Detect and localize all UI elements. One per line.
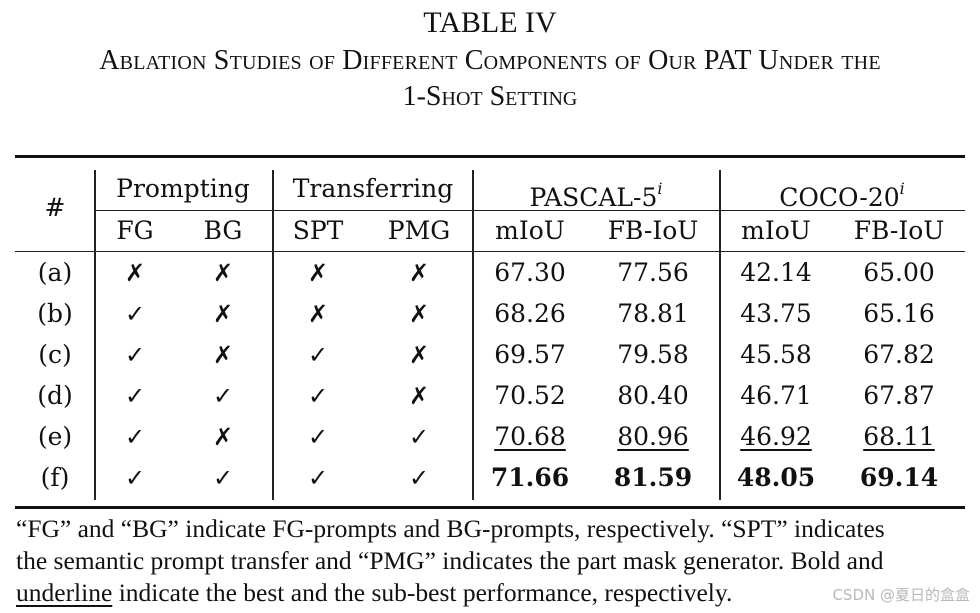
- pascal-miou-value: 68.26: [494, 299, 566, 328]
- check-icon: ✓: [124, 341, 146, 369]
- coco-miou-value: 43.75: [740, 299, 812, 328]
- footnote-line: the semantic prompt transfer and “PMG” i…: [16, 546, 884, 575]
- footnote-line: “FG” and “BG” indicate FG-prompts and BG…: [16, 514, 885, 543]
- check-icon: ✓: [212, 382, 234, 410]
- check-icon: ✓: [124, 300, 146, 328]
- check-icon: ✓: [307, 464, 329, 492]
- row-id: (a): [37, 258, 73, 287]
- pascal-miou-value: 70.52: [494, 381, 566, 410]
- header-index: #: [44, 193, 66, 222]
- header-group-coco: COCO-20i: [779, 179, 905, 212]
- check-icon: ✓: [124, 464, 146, 492]
- pascal-fbiou-value: 80.40: [617, 381, 689, 410]
- header-group-transferring: Transferring: [292, 174, 454, 203]
- cross-icon: ✗: [212, 259, 234, 287]
- header-subrule: [95, 210, 965, 211]
- coco-fbiou-value: 65.16: [863, 299, 935, 328]
- pascal-miou-value: 67.30: [494, 258, 566, 287]
- footnote-line: underline indicate the best and the sub-…: [16, 578, 733, 607]
- check-icon: ✓: [307, 341, 329, 369]
- header-group-pascal: PASCAL-5i: [529, 179, 663, 212]
- col-divider: [272, 170, 274, 500]
- coco-miou-value: 46.71: [740, 381, 812, 410]
- check-icon: ✓: [307, 423, 329, 451]
- col-divider: [472, 170, 474, 500]
- cross-icon: ✗: [212, 423, 234, 451]
- row-id: (e): [37, 422, 73, 451]
- check-icon: ✓: [408, 423, 430, 451]
- footnote-underline-example: underline: [16, 578, 113, 607]
- table-caption-number: TABLE IV: [423, 6, 557, 39]
- pascal-fbiou-value: 79.58: [617, 340, 689, 369]
- header-pascal-fbiou: FB-IoU: [607, 216, 699, 245]
- bottom-rule: [15, 506, 965, 509]
- cross-icon: ✗: [212, 341, 234, 369]
- header-pmg: PMG: [387, 216, 451, 245]
- cross-icon: ✗: [408, 382, 430, 410]
- coco-miou-value: 42.14: [740, 258, 812, 287]
- header-coco-miou: mIoU: [741, 216, 811, 245]
- cross-icon: ✗: [307, 300, 329, 328]
- col-divider: [719, 170, 721, 500]
- coco-fbiou-value: 67.82: [863, 340, 935, 369]
- top-rule: [15, 155, 965, 158]
- header-bg: BG: [203, 216, 243, 245]
- pascal-miou-value-subbest: 70.68: [494, 422, 566, 451]
- cross-icon: ✗: [408, 300, 430, 328]
- pascal-fbiou-value: 77.56: [617, 258, 689, 287]
- header-pascal-miou: mIoU: [495, 216, 565, 245]
- coco-fbiou-value-subbest: 68.11: [863, 422, 935, 451]
- check-icon: ✓: [307, 382, 329, 410]
- pascal-miou-value-best: 71.66: [490, 463, 570, 492]
- cross-icon: ✗: [124, 259, 146, 287]
- pascal-fbiou-value-best: 81.59: [613, 463, 693, 492]
- coco-fbiou-value: 65.00: [863, 258, 935, 287]
- pascal-fbiou-value-subbest: 80.96: [617, 422, 689, 451]
- coco-miou-value-subbest: 46.92: [740, 422, 812, 451]
- coco-fbiou-value-best: 69.14: [859, 463, 939, 492]
- table-caption-title: Ablation Studies of Different Components…: [99, 45, 881, 76]
- coco-miou-value-best: 48.05: [736, 463, 816, 492]
- cross-icon: ✗: [307, 259, 329, 287]
- check-icon: ✓: [212, 464, 234, 492]
- col-divider: [94, 170, 96, 500]
- header-coco-fbiou: FB-IoU: [853, 216, 945, 245]
- header-rule: [15, 251, 965, 252]
- pascal-miou-value: 69.57: [494, 340, 566, 369]
- row-id: (b): [37, 299, 73, 328]
- pascal-fbiou-value: 78.81: [617, 299, 689, 328]
- header-group-prompting: Prompting: [116, 174, 250, 203]
- check-icon: ✓: [408, 464, 430, 492]
- row-id: (f): [40, 463, 70, 492]
- coco-miou-value: 45.58: [740, 340, 812, 369]
- cross-icon: ✗: [408, 259, 430, 287]
- watermark: CSDN @夏日的盒盒: [832, 586, 970, 604]
- header-spt: SPT: [292, 216, 344, 245]
- row-id: (d): [37, 381, 73, 410]
- check-icon: ✓: [124, 382, 146, 410]
- check-icon: ✓: [124, 423, 146, 451]
- table-caption-title-line2: 1-Shot Setting: [402, 81, 578, 112]
- cross-icon: ✗: [212, 300, 234, 328]
- table-footnote: “FG” and “BG” indicate FG-prompts and BG…: [16, 513, 966, 609]
- coco-fbiou-value: 67.87: [863, 381, 935, 410]
- cross-icon: ✗: [408, 341, 430, 369]
- header-fg: FG: [116, 216, 154, 245]
- row-id: (c): [38, 340, 72, 369]
